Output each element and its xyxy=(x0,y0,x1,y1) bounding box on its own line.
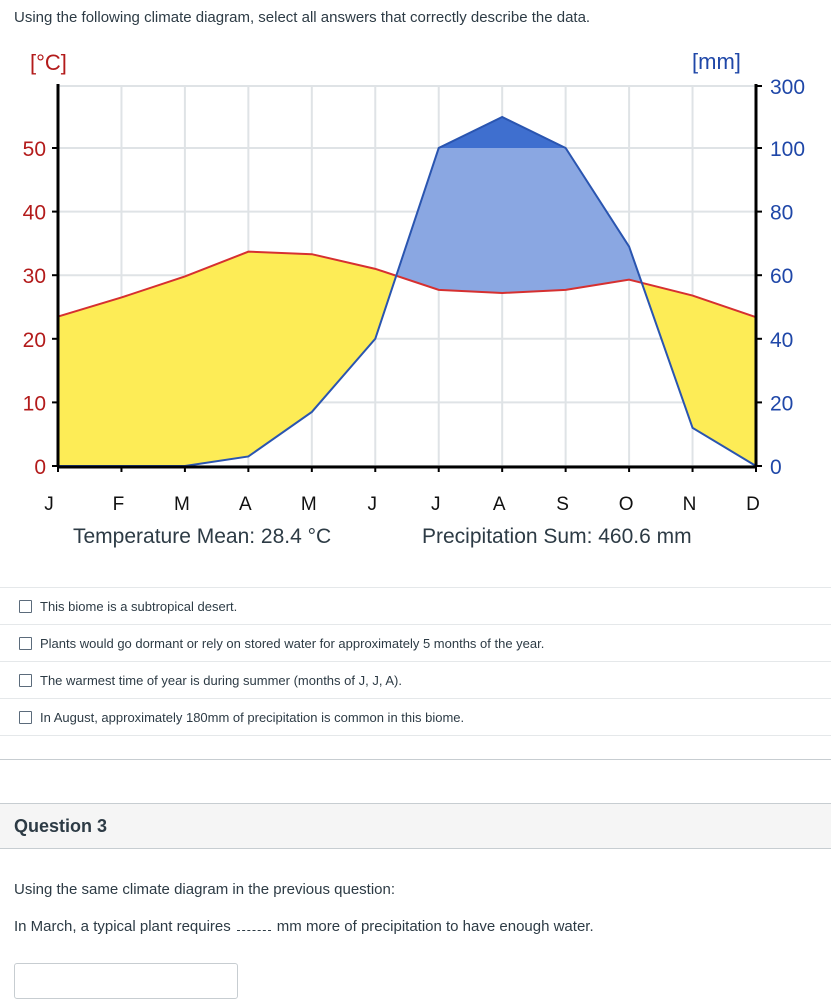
right-tick-label: 20 xyxy=(770,392,793,415)
right-tick-label: 60 xyxy=(770,265,793,288)
x-tick-label: N xyxy=(683,494,697,515)
humid-period-fill xyxy=(396,148,642,294)
answer-option-3[interactable]: The warmest time of year is during summe… xyxy=(0,661,831,698)
divider xyxy=(0,735,831,736)
question-prompt: Using the following climate diagram, sel… xyxy=(14,9,591,26)
x-tick-label: S xyxy=(556,494,569,515)
question-title: Question 3 xyxy=(14,816,108,836)
x-tick-label: J xyxy=(44,494,54,515)
answer-input[interactable] xyxy=(14,963,238,999)
x-tick-label: F xyxy=(113,494,125,515)
checkbox[interactable] xyxy=(19,599,32,613)
right-tick-label: 0 xyxy=(770,456,782,479)
left-tick-label: 30 xyxy=(23,265,46,288)
answer-option-4[interactable]: In August, approximately 180mm of precip… xyxy=(0,698,831,735)
answer-label: This biome is a subtropical desert. xyxy=(40,598,238,614)
left-tick-label: 0 xyxy=(34,456,46,479)
right-tick-label: 300 xyxy=(770,76,805,99)
question3-text-after: mm more of precipitation to have enough … xyxy=(276,918,594,935)
right-axis-unit: [mm] xyxy=(692,49,741,74)
answer-option-1[interactable]: This biome is a subtropical desert. xyxy=(0,587,831,624)
answer-label: In August, approximately 180mm of precip… xyxy=(40,709,465,725)
x-tick-label: A xyxy=(493,494,506,515)
chart-labels: 0 10 20 30 40 50 0 20 40 60 80 100 300 J F M A M J J A S O N D xyxy=(23,76,805,515)
x-tick-label: M xyxy=(301,494,317,515)
left-axis-unit: [°C] xyxy=(30,50,67,75)
divider xyxy=(0,759,831,760)
question3-text-before: In March, a typical plant requires xyxy=(14,918,231,935)
x-tick-label: A xyxy=(239,494,252,515)
x-tick-label: O xyxy=(619,494,634,515)
right-tick-label: 80 xyxy=(770,202,793,225)
answer-label: The warmest time of year is during summe… xyxy=(40,672,402,688)
x-tick-label: J xyxy=(368,494,378,515)
left-tick-label: 40 xyxy=(23,202,46,225)
left-tick-label: 10 xyxy=(23,392,46,415)
checkbox[interactable] xyxy=(19,636,32,650)
temperature-line xyxy=(57,250,757,319)
question3-intro: Using the same climate diagram in the pr… xyxy=(14,881,396,898)
arid-period-fill xyxy=(58,251,756,466)
right-tick-label: 40 xyxy=(770,329,793,352)
blank-placeholder xyxy=(236,920,271,931)
x-tick-label: D xyxy=(746,494,760,515)
answer-label: Plants would go dormant or rely on store… xyxy=(40,635,545,651)
checkbox[interactable] xyxy=(19,710,32,724)
x-tick-label: J xyxy=(431,494,441,515)
left-tick-label: 50 xyxy=(23,138,46,161)
checkbox[interactable] xyxy=(19,673,32,687)
right-tick-label: 100 xyxy=(770,138,805,161)
left-tick-label: 20 xyxy=(23,329,46,352)
climate-diagram: 0 10 20 30 40 50 0 20 40 60 80 100 300 J F M A M J J A S O N D [… xyxy=(23,49,805,548)
precipitation-sum-label: Precipitation Sum: 460.6 mm xyxy=(422,525,692,548)
chart-axes xyxy=(52,84,762,472)
temperature-mean-label: Temperature Mean: 28.4 °C xyxy=(73,525,331,548)
perhumid-period-fill xyxy=(438,117,566,148)
x-tick-label: M xyxy=(174,494,190,515)
answer-list: This biome is a subtropical desert. Plan… xyxy=(0,587,831,736)
question3-text: In March, a typical plant requires mm mor… xyxy=(14,918,594,935)
answer-option-2[interactable]: Plants would go dormant or rely on store… xyxy=(0,624,831,661)
question-header: Question 3 xyxy=(0,803,831,849)
